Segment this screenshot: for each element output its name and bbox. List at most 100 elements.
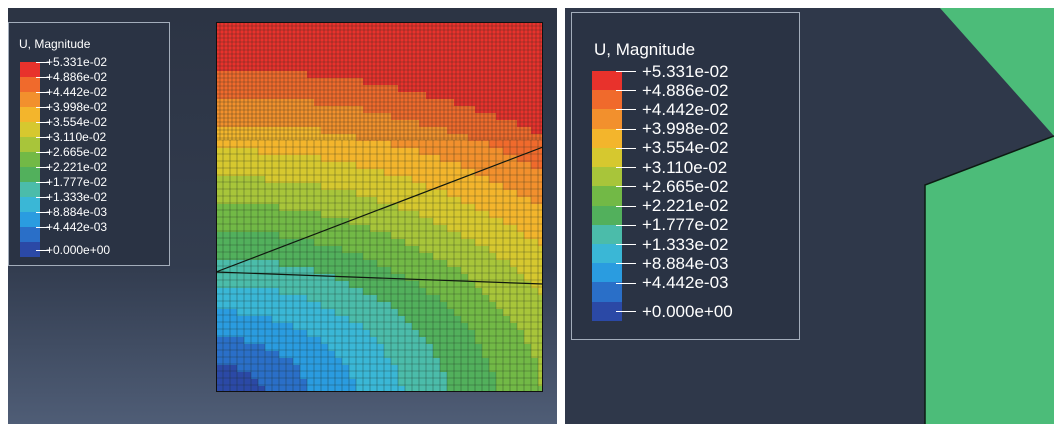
mesh-element [342, 50, 349, 57]
mesh-element [216, 379, 223, 386]
mesh-element [405, 344, 412, 351]
mesh-element [251, 134, 258, 141]
mesh-element [349, 260, 356, 267]
mesh-element [384, 218, 391, 225]
mesh-element [468, 323, 475, 330]
mesh-element [440, 365, 447, 372]
mesh-element [496, 71, 503, 78]
mesh-element [216, 260, 223, 267]
mesh-element [377, 190, 384, 197]
mesh-element [489, 113, 496, 120]
mesh-element [503, 113, 510, 120]
mesh-element [265, 239, 272, 246]
mesh-element [335, 323, 342, 330]
mesh-element [433, 309, 440, 316]
mesh-element [398, 239, 405, 246]
mesh-element [307, 267, 314, 274]
mesh-element [419, 127, 426, 134]
part-view[interactable] [565, 8, 1054, 424]
mesh-element [321, 162, 328, 169]
mesh-element [244, 274, 251, 281]
mesh-element [244, 218, 251, 225]
mesh-element [370, 372, 377, 379]
mesh-element [538, 50, 543, 57]
mesh-element [489, 246, 496, 253]
mesh-element [412, 295, 419, 302]
mesh-element [314, 365, 321, 372]
mesh-element [314, 57, 321, 64]
mesh-element [237, 36, 244, 43]
mesh-element [391, 267, 398, 274]
mesh-element [321, 36, 328, 43]
mesh-element [412, 309, 419, 316]
mesh-element [293, 204, 300, 211]
mesh-element [384, 113, 391, 120]
mesh-element [363, 141, 370, 148]
mesh-element [293, 141, 300, 148]
mesh-element [503, 330, 510, 337]
right-viewport[interactable]: U, Magnitude +5.331e-02 +4.886e-02 +4.442e… [565, 8, 1054, 424]
mesh-element [531, 99, 538, 106]
mesh-element [300, 211, 307, 218]
green-part[interactable] [925, 8, 1054, 424]
left-viewport[interactable]: U, Magnitude +5.331e-02 +4.886e-02 +4.442e… [8, 8, 557, 424]
mesh-element [496, 232, 503, 239]
mesh-element [503, 358, 510, 365]
mesh-element [279, 43, 286, 50]
legend-color-bar [20, 62, 40, 257]
mesh-element [468, 330, 475, 337]
mesh-element [538, 36, 543, 43]
mesh-element [510, 113, 517, 120]
mesh-element [398, 232, 405, 239]
mesh-element [419, 85, 426, 92]
legend-swatch [20, 212, 40, 227]
mesh-element [468, 134, 475, 141]
mesh-element [482, 309, 489, 316]
mesh-element [272, 288, 279, 295]
mesh-element [405, 274, 412, 281]
contour-cells [216, 22, 543, 392]
mesh-element [370, 183, 377, 190]
mesh-element [216, 330, 223, 337]
mesh-element [265, 281, 272, 288]
mesh-element [230, 295, 237, 302]
mesh-element [524, 141, 531, 148]
mesh-element [314, 155, 321, 162]
mesh-element [482, 225, 489, 232]
mesh-element [258, 92, 265, 99]
mesh-element [237, 365, 244, 372]
mesh-element [286, 344, 293, 351]
mesh-element [356, 211, 363, 218]
mesh-element [349, 344, 356, 351]
mesh-element [468, 274, 475, 281]
mesh-element [447, 106, 454, 113]
mesh-element [426, 127, 433, 134]
mesh-element [454, 57, 461, 64]
mesh-element [342, 372, 349, 379]
mesh-element [258, 309, 265, 316]
mesh-element [272, 134, 279, 141]
mesh-element [328, 169, 335, 176]
contour-plot[interactable] [216, 22, 543, 392]
mesh-element [342, 211, 349, 218]
mesh-element [363, 169, 370, 176]
mesh-element [349, 197, 356, 204]
mesh-element [370, 64, 377, 71]
mesh-element [258, 302, 265, 309]
mesh-element [279, 288, 286, 295]
mesh-element [538, 64, 543, 71]
mesh-element [468, 316, 475, 323]
mesh-element [237, 22, 244, 29]
mesh-element [237, 64, 244, 71]
mesh-element [384, 232, 391, 239]
mesh-element [426, 204, 433, 211]
mesh-element [468, 141, 475, 148]
mesh-element [482, 246, 489, 253]
mesh-element [363, 162, 370, 169]
mesh-element [454, 204, 461, 211]
mesh-element [412, 50, 419, 57]
mesh-element [230, 197, 237, 204]
mesh-element [223, 239, 230, 246]
mesh-element [454, 267, 461, 274]
legend-swatch [592, 147, 622, 168]
